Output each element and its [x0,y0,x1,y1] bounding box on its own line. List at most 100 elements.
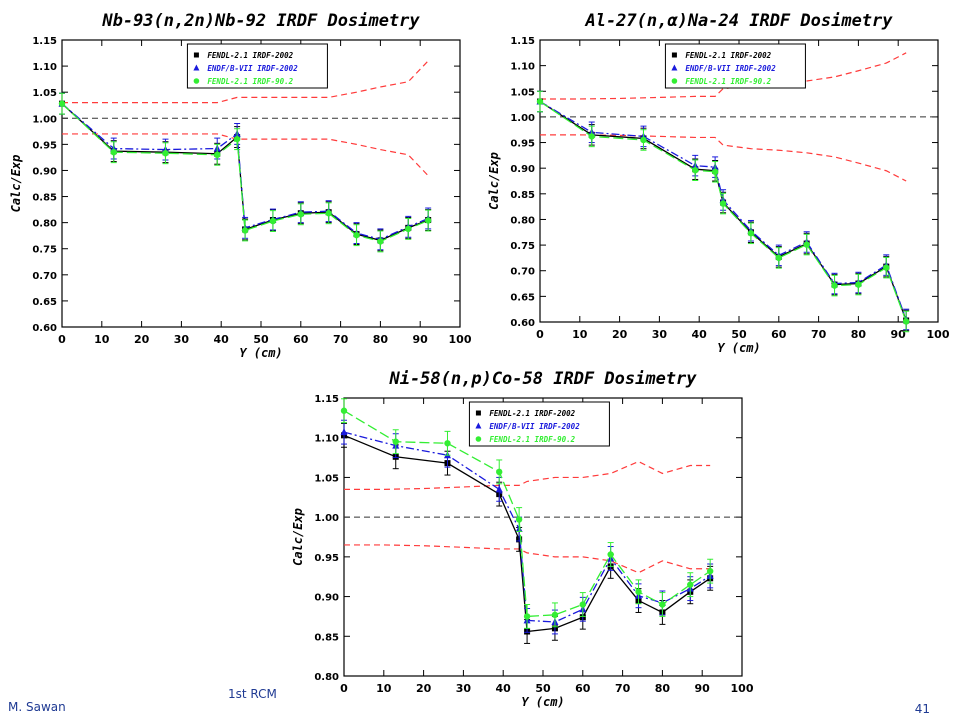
legend-marker-circle [475,436,482,442]
y-tick-label: 1.10 [32,62,57,73]
x-tick-label: 30 [174,333,190,346]
y-tick-label: 1.00 [314,513,339,524]
x-tick-label: 20 [134,333,150,346]
x-axis-label: Y (cm) [521,695,564,709]
data-point-circle [523,613,531,620]
chart-panel-al27: Al-27(n,α)Na-24 IRDF Dosimetry 0.60 0.65 0.… [480,0,960,368]
data-point-circle [551,611,559,619]
data-point-circle [110,148,117,156]
y-tick-label: 0.90 [510,164,535,175]
data-point-circle [747,230,755,237]
x-tick-label: 50 [253,333,269,346]
data-point-circle [579,601,586,608]
data-point-circle [659,601,666,608]
data-point-circle [536,98,544,105]
legend-label: ENDF/B-VII IRDF-2002 [489,422,580,431]
x-tick-label: 50 [535,682,551,695]
legend-label: ENDF/B-VII IRDF-2002 [685,64,776,73]
y-tick-label: 0.60 [32,323,57,334]
footer-author: M. Sawan [8,700,66,714]
data-point-circle [515,516,523,523]
x-tick-label: 40 [214,333,230,346]
data-point-circle [711,168,719,175]
data-point-circle [706,567,714,575]
y-tick-label: 0.70 [510,267,535,278]
x-tick-label: 70 [333,333,349,346]
bound-upper-line [344,460,711,490]
legend-box [468,401,610,447]
legend-marker-circle [193,78,200,84]
series-line-1 [343,431,711,623]
legend-label: ENDF/B-VII IRDF-2002 [207,64,298,73]
y-tick-label: 0.90 [314,593,339,604]
series-line-0 [343,434,711,633]
x-tick-label: 20 [612,328,628,341]
y-tick-label: 1.05 [32,88,57,99]
y-tick-label: 1.10 [314,434,339,445]
data-point-circle [424,217,432,224]
footer-page-number: 41 [914,702,930,716]
y-tick-label: 1.00 [510,113,535,124]
y-axis-label: Calc/Exp [291,508,305,566]
y-tick-label: 0.60 [510,318,535,329]
x-tick-label: 10 [376,682,392,695]
footer-meeting: 1st RCM [226,687,279,701]
y-axis-label: Calc/Exp [487,152,501,210]
data-point-circle [405,225,412,233]
legend-label: FENDL-2.1 IRDF-90.2 [685,77,771,86]
x-tick-label: 90 [891,328,907,341]
x-tick-label: 60 [771,328,787,341]
legend-marker-square [475,410,481,416]
data-point-circle [883,264,890,271]
chart-title: Ni-58(n,p)Co-58 IRDF Dosimetry [388,369,697,389]
x-tick-label: 50 [731,328,747,341]
y-tick-label: 0.75 [510,241,535,252]
data-point-circle [803,241,810,248]
legend-marker-triangle [671,64,678,71]
data-point-circle [325,210,332,217]
data-point-circle [392,438,399,445]
data-point-circle [588,133,595,140]
data-point-circle [496,468,503,476]
y-tick-label: 1.05 [510,87,535,98]
legend-marker-square [671,52,677,58]
x-tick-label: 80 [655,682,671,695]
y-tick-label: 0.95 [314,553,339,564]
x-tick-label: 10 [94,333,110,346]
x-axis-label: Y (cm) [239,346,282,360]
x-tick-label: 10 [572,328,588,341]
bound-upper-line [62,60,429,104]
y-tick-label: 1.15 [32,36,57,47]
chart-nb93: Nb-93(n,2n)Nb-92 IRDF Dosimetry 0.60 0.65 0… [9,11,472,360]
y-tick-label: 0.95 [32,140,57,151]
bound-lower-line [540,134,907,182]
chart-title: Al-27(n,α)Na-24 IRDF Dosimetry [584,11,893,31]
x-tick-label: 90 [413,333,429,346]
legend-marker-square [193,52,199,58]
legend-label: FENDL-2.1 IRDF-90.2 [207,77,293,86]
x-tick-label: 20 [416,682,432,695]
x-tick-label: 0 [340,682,348,695]
legend-box [186,43,328,89]
data-point-circle [635,588,642,596]
legend-label: FENDL-2.1 IRDF-2002 [685,51,771,60]
x-tick-label: 100 [449,333,472,346]
y-tick-label: 0.70 [32,271,57,282]
bound-lower-line [344,544,711,574]
x-tick-label: 40 [692,328,708,341]
x-tick-label: 100 [731,682,754,695]
x-tick-label: 60 [575,682,591,695]
data-point-triangle [495,485,503,493]
x-axis-label: Y (cm) [717,341,760,355]
y-tick-label: 0.65 [32,297,57,308]
data-point-circle [241,227,249,234]
chart-panel-nb93: Nb-93(n,2n)Nb-92 IRDF Dosimetry 0.60 0.65 0… [0,0,480,368]
chart-panel-ni58: Ni-58(n,p)Co-58 IRDF Dosimetry 0.80 0.85 0.… [290,362,770,720]
data-point-triangle [340,428,348,436]
y-tick-label: 1.15 [510,36,535,47]
chart-title: Nb-93(n,2n)Nb-92 IRDF Dosimetry [101,11,420,31]
data-point-circle [855,281,862,288]
x-tick-label: 40 [496,682,512,695]
y-tick-label: 0.85 [32,193,57,204]
x-tick-label: 0 [536,328,544,341]
